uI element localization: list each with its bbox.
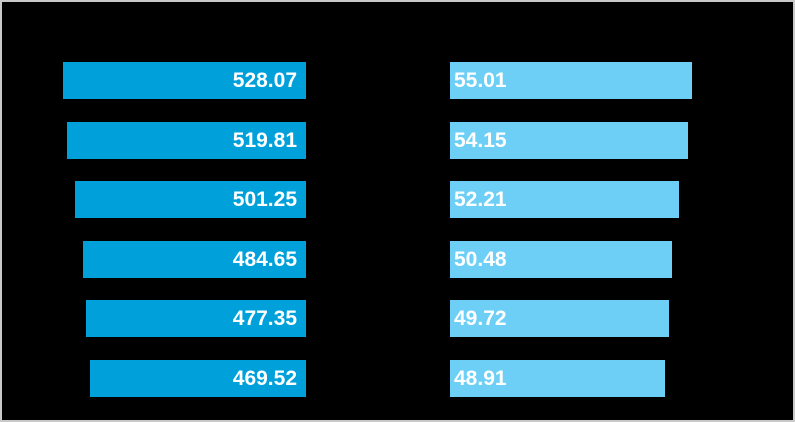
chart-row: 528.07 55.01 bbox=[2, 62, 793, 99]
chart-row: 469.52 48.91 bbox=[2, 359, 793, 397]
bar-left: 484.65 bbox=[82, 240, 306, 278]
bar-right: 54.15 bbox=[450, 121, 688, 159]
bar-label: 54.15 bbox=[454, 128, 507, 152]
bar-right: 49.72 bbox=[450, 300, 669, 338]
bar-label: 50.48 bbox=[454, 247, 507, 271]
chart-row: 484.65 50.48 bbox=[2, 240, 793, 278]
bar-right: 52.21 bbox=[450, 181, 680, 219]
bar-left: 519.81 bbox=[66, 121, 306, 159]
bar-label: 477.35 bbox=[232, 307, 297, 331]
bar-label: 469.52 bbox=[232, 366, 297, 390]
bar-label: 528.07 bbox=[232, 69, 297, 92]
bar-left: 469.52 bbox=[89, 359, 306, 397]
dual-bar-chart: 528.07 55.01 519.81 54.15 501.25 52.21 bbox=[2, 62, 793, 397]
chart-row: 477.35 49.72 bbox=[2, 300, 793, 338]
bar-left: 501.25 bbox=[75, 181, 306, 219]
chart-row: 501.25 52.21 bbox=[2, 181, 793, 219]
bar-label: 484.65 bbox=[232, 247, 297, 271]
bar-right: 48.91 bbox=[450, 359, 665, 397]
bar-label: 501.25 bbox=[232, 188, 297, 212]
bar-left: 477.35 bbox=[86, 300, 306, 338]
bar-label: 55.01 bbox=[454, 69, 507, 92]
chart-row: 519.81 54.15 bbox=[2, 121, 793, 159]
bar-left: 528.07 bbox=[62, 62, 306, 99]
bar-label: 519.81 bbox=[232, 128, 297, 152]
bar-label: 49.72 bbox=[454, 307, 507, 331]
bar-right: 55.01 bbox=[450, 62, 692, 99]
bar-right: 50.48 bbox=[450, 240, 672, 278]
bar-label: 48.91 bbox=[454, 366, 507, 390]
bar-label: 52.21 bbox=[454, 188, 507, 212]
